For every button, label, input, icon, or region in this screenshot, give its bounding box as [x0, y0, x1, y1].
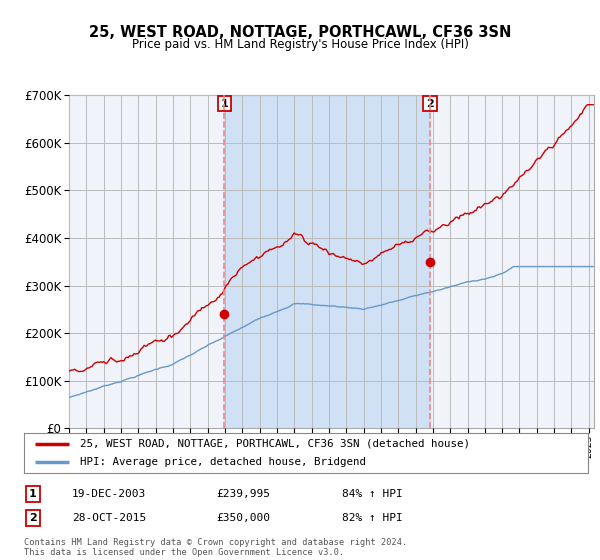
Text: 19-DEC-2003: 19-DEC-2003	[72, 489, 146, 499]
Text: £350,000: £350,000	[216, 513, 270, 523]
Text: HPI: Average price, detached house, Bridgend: HPI: Average price, detached house, Brid…	[80, 458, 367, 467]
Text: Contains HM Land Registry data © Crown copyright and database right 2024.
This d: Contains HM Land Registry data © Crown c…	[24, 538, 407, 557]
Bar	[224, 95, 430, 428]
Text: 1: 1	[29, 489, 37, 499]
Text: Price paid vs. HM Land Registry's House Price Index (HPI): Price paid vs. HM Land Registry's House …	[131, 38, 469, 51]
Text: £239,995: £239,995	[216, 489, 270, 499]
Text: 84% ↑ HPI: 84% ↑ HPI	[342, 489, 403, 499]
Text: 82% ↑ HPI: 82% ↑ HPI	[342, 513, 403, 523]
Text: 25, WEST ROAD, NOTTAGE, PORTHCAWL, CF36 3SN (detached house): 25, WEST ROAD, NOTTAGE, PORTHCAWL, CF36 …	[80, 439, 470, 449]
Text: 25, WEST ROAD, NOTTAGE, PORTHCAWL, CF36 3SN: 25, WEST ROAD, NOTTAGE, PORTHCAWL, CF36 …	[89, 25, 511, 40]
Text: 2: 2	[29, 513, 37, 523]
Text: 28-OCT-2015: 28-OCT-2015	[72, 513, 146, 523]
Text: 2: 2	[426, 99, 434, 109]
Text: 1: 1	[221, 99, 228, 109]
